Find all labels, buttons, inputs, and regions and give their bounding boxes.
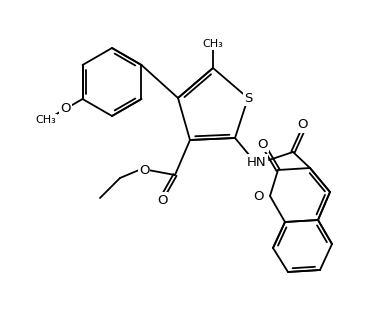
Text: O: O <box>253 189 263 202</box>
Text: O: O <box>298 118 308 131</box>
Text: CH₃: CH₃ <box>36 115 57 125</box>
Text: CH₃: CH₃ <box>203 39 223 49</box>
Text: O: O <box>139 164 149 176</box>
Text: HN: HN <box>247 156 267 169</box>
Text: O: O <box>60 102 70 115</box>
Text: S: S <box>244 92 252 105</box>
Text: O: O <box>157 194 167 206</box>
Text: O: O <box>258 138 268 151</box>
